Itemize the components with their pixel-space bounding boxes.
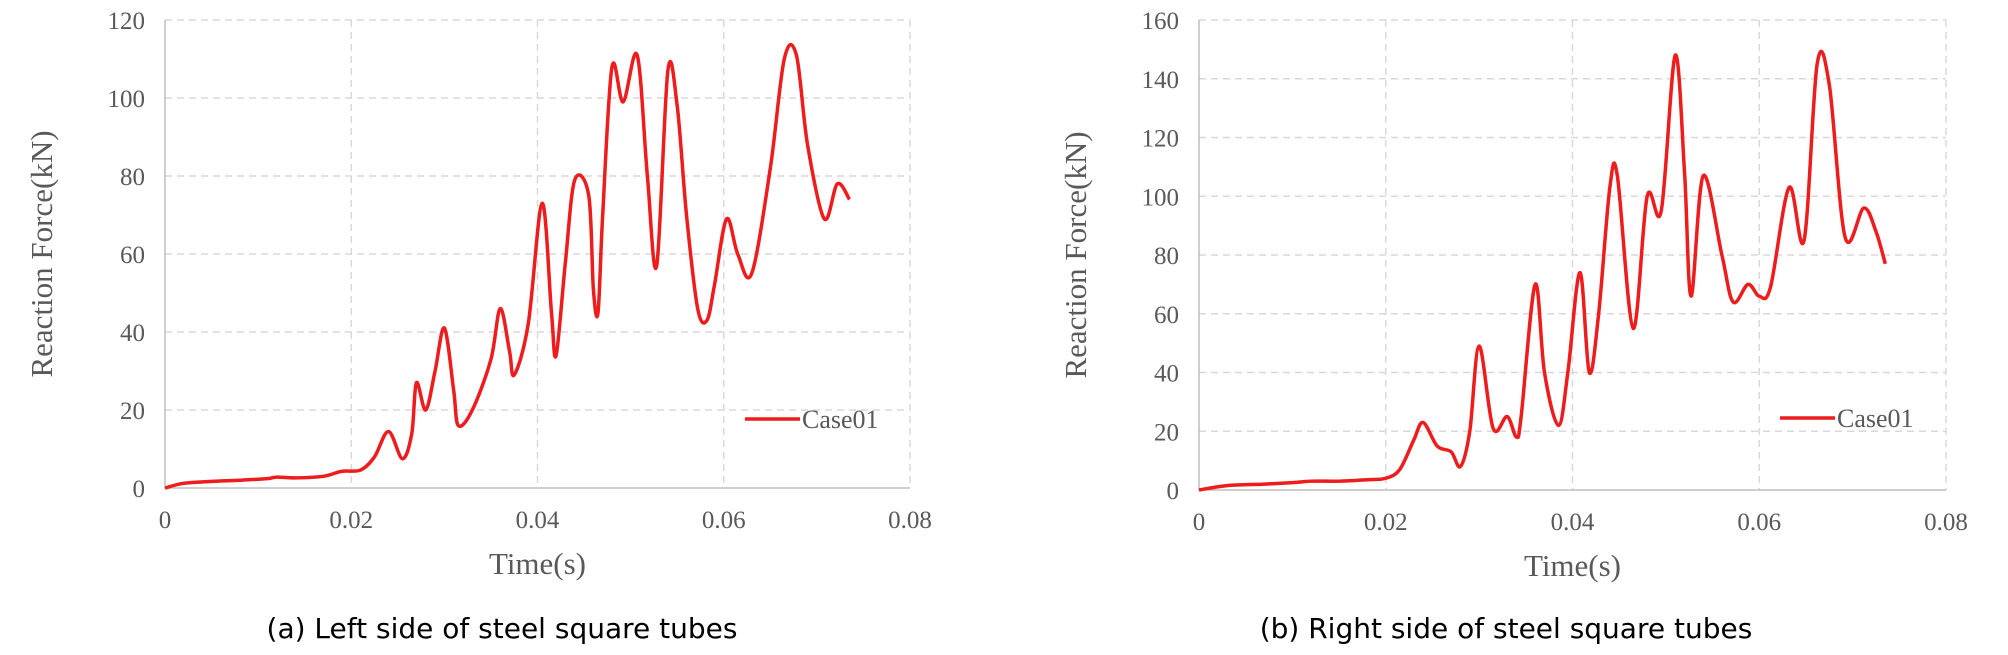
legend-label: Case01: [1837, 404, 1914, 433]
y-axis-title: Reaction Force(kN): [1058, 131, 1093, 378]
y-tick-label: 60: [1154, 302, 1179, 329]
y-tick-label: 100: [1142, 184, 1180, 211]
series-line-case01: [164, 42, 851, 490]
y-tick-label: 40: [1154, 361, 1179, 388]
y-tick-label: 0: [133, 476, 146, 503]
x-axis-title: Time(s): [489, 546, 586, 581]
series-line-case01: [1198, 49, 1887, 492]
x-tick-label: 0.04: [516, 507, 560, 534]
y-tick-label: 160: [1142, 8, 1180, 35]
y-tick-label: 20: [120, 398, 145, 425]
y-tick-label: 120: [108, 8, 146, 35]
chart-a: 0 20 40 60 80 100 120 0 0.02 0.04 0.06 0.08 Time(s) R…: [24, 8, 932, 581]
y-tick-label: 20: [1154, 419, 1179, 446]
x-tick-label: 0.06: [1737, 509, 1781, 536]
y-tick-label: 40: [120, 320, 145, 347]
x-tick-label: 0.02: [329, 507, 373, 534]
y-tick-label: 100: [108, 86, 146, 113]
x-tick-label: 0.04: [1551, 509, 1595, 536]
y-tick-label: 0: [1167, 478, 1180, 505]
y-tick-label: 80: [1154, 243, 1179, 270]
y-tick-label: 60: [120, 242, 145, 269]
x-tick-label: 0: [1193, 509, 1206, 536]
y-tick-label: 120: [1142, 126, 1180, 153]
chart-b: 0 20 40 60 80 100 120 140 160 0 0.02 0.04 0.06 0.08 Ti…: [1058, 8, 1968, 583]
chart-panel-b: 0 20 40 60 80 100 120 140 160 0 0.02 0.04 0.06 0.08 Ti…: [1004, 0, 2008, 655]
y-tick-label: 140: [1142, 67, 1180, 94]
legend-label: Case01: [802, 405, 879, 434]
x-axis-title: Time(s): [1524, 548, 1621, 583]
x-tick-label: 0.08: [1924, 509, 1968, 536]
y-axis-title: Reaction Force(kN): [24, 130, 59, 377]
x-tick-label: 0.02: [1364, 509, 1408, 536]
caption-b: (b) Right side of steel square tubes: [1259, 612, 1753, 645]
x-tick-label: 0: [159, 507, 172, 534]
chart-panel-a: 0 20 40 60 80 100 120 0 0.02 0.04 0.06 0.08 Time(s) R…: [24, 8, 932, 645]
x-tick-label: 0.06: [702, 507, 746, 534]
y-tick-label: 80: [120, 164, 145, 191]
caption-a: (a) Left side of steel square tubes: [266, 612, 738, 645]
x-tick-label: 0.08: [888, 507, 932, 534]
